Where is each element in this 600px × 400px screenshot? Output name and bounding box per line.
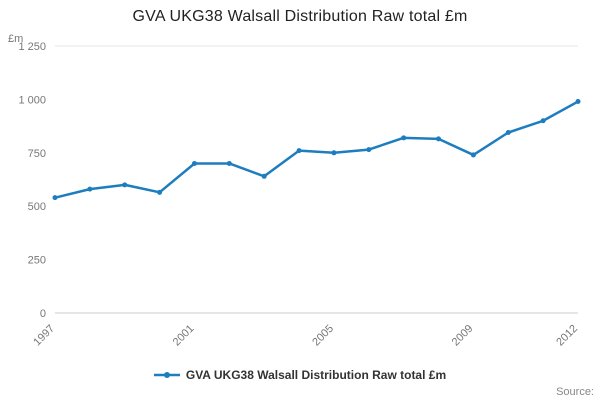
svg-text:500: 500 [28, 201, 46, 213]
legend-line-marker-icon [153, 372, 180, 378]
svg-text:2001: 2001 [171, 323, 197, 349]
svg-text:£m: £m [8, 33, 23, 45]
legend-label: GVA UKG38 Walsall Distribution Raw total… [185, 368, 447, 382]
legend-item-series-1[interactable]: GVA UKG38 Walsall Distribution Raw total… [153, 368, 447, 382]
svg-text:0: 0 [40, 308, 46, 320]
svg-text:1 250: 1 250 [18, 41, 46, 53]
source-label: Source: [556, 386, 594, 398]
svg-text:1997: 1997 [31, 323, 57, 349]
svg-text:2009: 2009 [450, 323, 476, 349]
chart-title: GVA UKG38 Walsall Distribution Raw total… [132, 8, 468, 25]
svg-text:2005: 2005 [310, 323, 336, 349]
svg-text:750: 750 [28, 148, 46, 160]
chart-canvas: £m 0 250 500 750 1 000 1 250 1997 2001 2005 2009 20… [8, 33, 581, 349]
svg-text:250: 250 [28, 255, 46, 267]
svg-text:2012: 2012 [554, 323, 580, 349]
legend: GVA UKG38 Walsall Distribution Raw total… [0, 368, 600, 382]
svg-text:1 000: 1 000 [18, 94, 46, 106]
